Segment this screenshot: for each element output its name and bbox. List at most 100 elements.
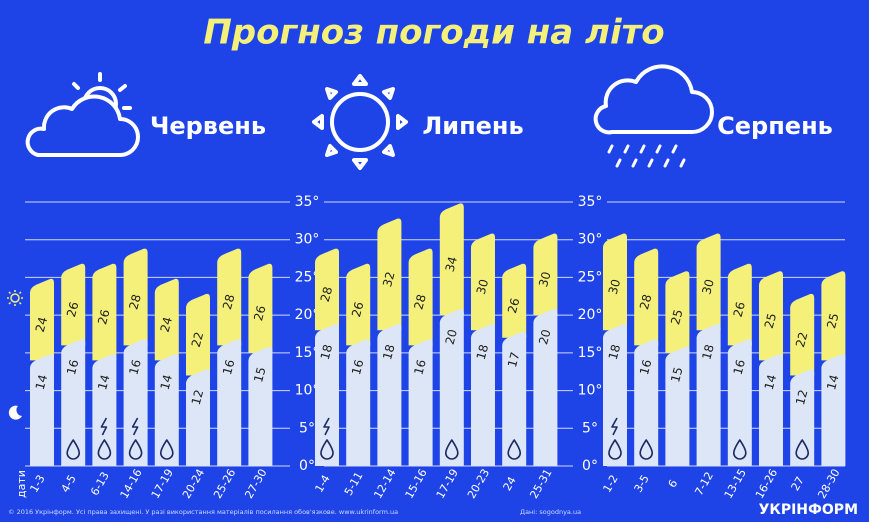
day-bar [154, 278, 179, 361]
storm-icon [323, 417, 330, 436]
storm-icon [100, 417, 108, 436]
data-label: 28 [318, 285, 335, 303]
rain-cloud-icon [593, 64, 714, 168]
night-bar [92, 354, 117, 466]
data-label: 14 [762, 373, 779, 391]
night-bar [408, 339, 433, 466]
day-bar [634, 248, 659, 346]
data-label: 18 [318, 343, 335, 361]
night-bar [439, 308, 464, 466]
data-label: 24 [33, 315, 50, 333]
rain-icon [608, 439, 622, 460]
night-bar [665, 346, 690, 466]
data-label: 16 [220, 358, 237, 376]
y-tick-label: 0° [582, 458, 598, 474]
axis-note: дати [15, 470, 28, 498]
data-label: 14 [95, 373, 112, 391]
rain-icon [639, 439, 653, 460]
tick-bg [290, 194, 324, 210]
day-icon [7, 290, 23, 306]
data-label: 30 [536, 270, 553, 288]
data-label: 17 [505, 350, 522, 368]
rain-icon [445, 439, 459, 460]
data-label: 16 [349, 358, 366, 376]
data-label: 16 [64, 358, 81, 376]
tick-bg [573, 420, 607, 437]
y-tick-label: 30° [295, 232, 320, 248]
y-tick-label: 5° [299, 420, 315, 436]
night-bar [634, 339, 659, 466]
data-label: 15 [668, 366, 685, 384]
data-label: 12 [189, 388, 206, 406]
source: Дані: sogodnya.ua [520, 508, 581, 516]
day-bar [759, 271, 783, 361]
rain-icon [507, 439, 521, 460]
night-bar [790, 369, 815, 466]
data-label: 16 [731, 358, 748, 376]
rain-icon [320, 439, 334, 460]
data-label: 16 [411, 358, 428, 376]
y-tick-label: 25° [295, 269, 320, 285]
data-label: 16 [637, 358, 654, 376]
data-label: 15 [251, 366, 268, 384]
y-tick-label: 15° [295, 345, 320, 361]
rain-icon [128, 439, 143, 460]
night-bar [123, 339, 148, 466]
day-bar [377, 218, 402, 331]
y-tick-label: 5° [582, 420, 598, 436]
data-label: 18 [699, 343, 716, 361]
rain-icon [97, 439, 112, 460]
data-label: 18 [474, 343, 491, 361]
tick-bg [573, 231, 607, 248]
day-bar [61, 263, 86, 346]
data-label: 25 [824, 312, 841, 330]
data-label: 26 [251, 304, 268, 322]
tick-bg [573, 458, 607, 474]
night-bar [217, 339, 242, 466]
day-bar [439, 203, 464, 316]
data-label: 30 [699, 278, 716, 296]
y-tick-label: 20° [295, 307, 320, 323]
night-bar [30, 354, 54, 466]
y-tick-label: 30° [578, 232, 603, 248]
night-bar [502, 331, 527, 466]
tick-bg [573, 344, 607, 361]
y-tick-label: 15° [578, 345, 603, 361]
y-tick-label: 25° [578, 269, 603, 285]
y-tick-label: 20° [578, 307, 603, 323]
data-label: 16 [126, 358, 143, 376]
night-icon [8, 405, 22, 420]
day-bar [315, 248, 339, 331]
tick-bg [573, 382, 607, 399]
tick-bg [573, 194, 607, 210]
day-bar [123, 248, 148, 346]
data-label: 24 [158, 315, 175, 333]
night-bar [346, 339, 371, 466]
storm-icon [611, 417, 618, 436]
day-bar [92, 263, 117, 361]
data-label: 32 [380, 270, 397, 288]
day-bar [346, 263, 371, 346]
day-bar [533, 233, 558, 316]
data-label: 28 [637, 293, 654, 311]
data-label: 14 [824, 373, 841, 391]
x-tick-label: 27 [789, 474, 807, 493]
day-bar [217, 248, 242, 346]
data-label: 26 [505, 297, 522, 315]
rain-icon [733, 439, 747, 460]
data-label: 12 [793, 388, 810, 406]
rain-icon [160, 439, 174, 460]
night-bar [759, 354, 783, 466]
y-tick-label: 35° [295, 194, 320, 210]
day-bar [408, 248, 433, 346]
storm-icon [131, 417, 139, 436]
month-title: Серпень [717, 112, 833, 140]
night-bar [154, 354, 179, 466]
tick-bg [573, 269, 607, 286]
night-bar [186, 369, 210, 466]
day-bar [790, 293, 815, 376]
day-bar [821, 271, 846, 361]
night-bar [61, 339, 86, 466]
data-label: 20 [536, 328, 553, 346]
data-label: 18 [380, 343, 397, 361]
